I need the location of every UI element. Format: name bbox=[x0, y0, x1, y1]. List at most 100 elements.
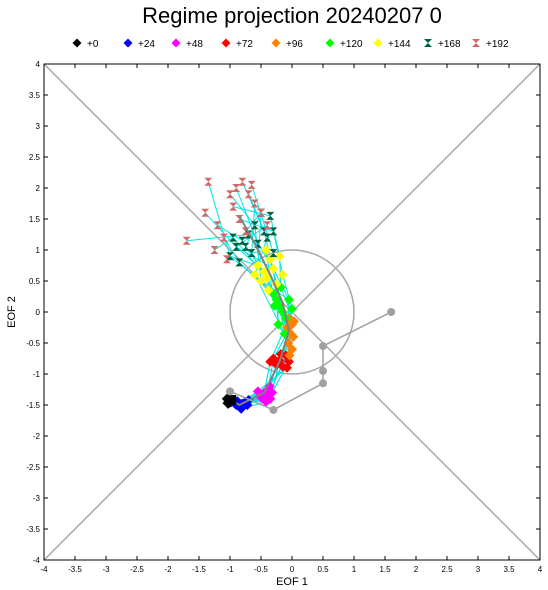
y-tick-label: -1.5 bbox=[26, 401, 40, 410]
data-point bbox=[252, 260, 263, 271]
ensemble-mean-start bbox=[226, 395, 237, 406]
data-point bbox=[229, 233, 238, 242]
x-tick-label: 4 bbox=[538, 565, 543, 574]
x-tick-label: 3 bbox=[476, 565, 481, 574]
data-point bbox=[263, 285, 274, 296]
data-point bbox=[244, 190, 253, 199]
y-tick-label: -4 bbox=[33, 556, 41, 565]
y-tick-label: 2.5 bbox=[29, 153, 41, 162]
data-point bbox=[226, 190, 234, 199]
data-point bbox=[274, 251, 285, 262]
data-point bbox=[273, 319, 284, 330]
y-tick-label: -2.5 bbox=[26, 463, 40, 472]
y-tick-label: 0 bbox=[36, 308, 41, 317]
control-point bbox=[319, 379, 327, 388]
x-tick-label: -0.5 bbox=[254, 565, 268, 574]
data-point bbox=[283, 294, 294, 305]
data-point bbox=[232, 242, 241, 251]
legend-label: +192 bbox=[486, 39, 509, 50]
y-tick-label: 3.5 bbox=[29, 91, 41, 100]
data-point bbox=[219, 233, 228, 242]
legend-marker bbox=[221, 38, 231, 48]
data-point bbox=[277, 269, 288, 280]
data-point bbox=[266, 211, 275, 220]
y-tick-label: -1 bbox=[33, 370, 41, 379]
y-tick-label: 2 bbox=[36, 184, 41, 193]
legend-label: +72 bbox=[236, 39, 253, 50]
data-point bbox=[241, 242, 250, 251]
data-point bbox=[269, 227, 278, 236]
data-point bbox=[204, 177, 213, 186]
y-tick-label: -3 bbox=[33, 494, 41, 503]
legend-label: +48 bbox=[186, 39, 203, 50]
data-point bbox=[226, 252, 234, 261]
axes: -4 -3.5 -3 -2.5 -2 -1.5 -1 -0.5 0 0.5 1 1.5 2 2.5 3 3.5… bbox=[26, 60, 543, 574]
x-tick-label: 1.5 bbox=[379, 565, 391, 574]
data-point bbox=[284, 350, 295, 361]
data-point bbox=[247, 180, 256, 189]
data-point bbox=[265, 254, 276, 265]
data-point bbox=[182, 236, 191, 245]
control-point bbox=[226, 387, 234, 396]
x-tick-label: 0.5 bbox=[317, 565, 329, 574]
y-tick-label: 0.5 bbox=[29, 277, 41, 286]
x-tick-label: 1 bbox=[352, 565, 357, 574]
data-point bbox=[269, 249, 278, 258]
x-tick-label: -2.5 bbox=[130, 565, 144, 574]
data-point bbox=[288, 316, 299, 327]
y-tick-label: 1 bbox=[36, 246, 41, 255]
legend-label: +144 bbox=[388, 39, 411, 50]
x-tick-label: -1 bbox=[226, 565, 234, 574]
y-tick-label: -2 bbox=[33, 432, 41, 441]
data-point bbox=[282, 362, 293, 373]
legend-marker bbox=[325, 38, 335, 48]
legend-label: +0 bbox=[87, 39, 99, 50]
legend-label: +168 bbox=[438, 39, 461, 50]
legend-marker bbox=[123, 38, 133, 48]
control-point bbox=[269, 405, 278, 414]
data-point bbox=[250, 221, 259, 230]
data-point bbox=[256, 276, 266, 286]
data-point bbox=[247, 249, 256, 258]
ensemble-mean-line bbox=[230, 215, 290, 407]
control-line bbox=[229, 311, 392, 411]
x-tick-label: -1.5 bbox=[192, 565, 206, 574]
legend-label: +96 bbox=[286, 39, 303, 50]
y-axis-label: EOF 2 bbox=[6, 296, 18, 328]
data-point bbox=[260, 396, 271, 407]
chart-title: Regime projection 20240207 0 bbox=[142, 3, 442, 28]
data-point bbox=[260, 227, 269, 236]
data-point bbox=[264, 381, 275, 392]
x-axis-label: EOF 1 bbox=[276, 576, 308, 588]
data-point bbox=[238, 236, 247, 245]
data-point bbox=[269, 300, 280, 311]
data-point bbox=[232, 184, 241, 192]
control-point bbox=[387, 308, 396, 316]
legend-label: +120 bbox=[340, 39, 363, 50]
y-tick-label: -3.5 bbox=[26, 525, 40, 534]
y-tick-label: 3 bbox=[36, 122, 41, 131]
data-point bbox=[213, 221, 222, 230]
x-tick-label: -2 bbox=[164, 565, 172, 574]
control-point bbox=[319, 366, 327, 375]
x-tick-label: -3 bbox=[102, 565, 110, 574]
x-tick-label: 0 bbox=[290, 565, 295, 574]
data-point bbox=[238, 177, 247, 186]
data-point bbox=[287, 303, 297, 314]
data-point bbox=[222, 255, 231, 264]
legend-label: +24 bbox=[138, 39, 155, 50]
data-point bbox=[288, 331, 299, 342]
control-point bbox=[319, 342, 327, 351]
y-tick-label: 1.5 bbox=[29, 215, 41, 224]
data-point bbox=[263, 221, 272, 230]
legend-marker bbox=[171, 38, 181, 48]
x-tick-label: 2.5 bbox=[441, 565, 453, 574]
data-point bbox=[257, 208, 265, 217]
y-tick-label: -0.5 bbox=[26, 339, 40, 348]
y-tick-label: 4 bbox=[36, 60, 41, 69]
data-point bbox=[229, 202, 238, 211]
data-point bbox=[268, 263, 279, 274]
reference-circle bbox=[229, 249, 355, 375]
x-tick-label: 3.5 bbox=[503, 565, 515, 574]
plot-area bbox=[43, 63, 541, 561]
